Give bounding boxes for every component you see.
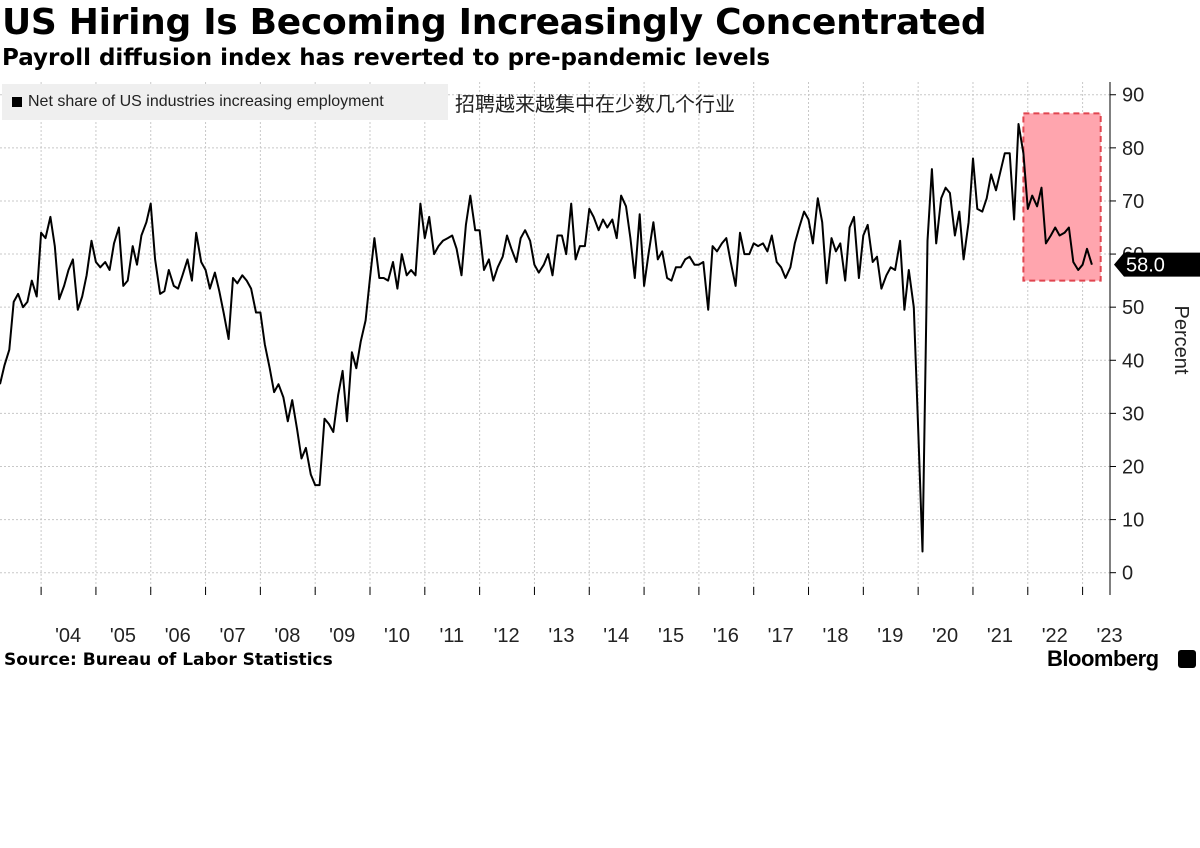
bloomberg-terminal-icon xyxy=(1178,650,1196,668)
y-axis: 0102030405060708090 xyxy=(1109,82,1144,595)
legend: Net share of US industries increasing em… xyxy=(2,84,448,120)
x-tick-label: '09 xyxy=(329,625,355,647)
x-tick-label: '06 xyxy=(165,625,191,647)
x-tick-label: '16 xyxy=(713,625,739,647)
last-value-badge xyxy=(1114,252,1200,277)
x-tick-label: '10 xyxy=(384,625,410,647)
x-tick-label: '14 xyxy=(603,625,629,647)
x-tick-label: '23 xyxy=(1097,625,1123,647)
legend-label: Net share of US industries increasing em… xyxy=(28,93,384,110)
x-tick-label: '08 xyxy=(274,625,300,647)
page-subtitle: Payroll diffusion index has reverted to … xyxy=(2,45,771,71)
x-tick-label: '12 xyxy=(494,625,520,647)
last-value-marker: 58.0 xyxy=(1114,252,1200,277)
y-tick-label: 50 xyxy=(1122,297,1144,319)
x-tick-label: '07 xyxy=(220,625,246,647)
x-tick-label: '13 xyxy=(548,625,574,647)
y-tick-label: 30 xyxy=(1122,403,1144,425)
x-tick-label: '18 xyxy=(822,625,848,647)
annotation-text: 招聘越来越集中在少数几个行业 xyxy=(455,92,735,116)
y-axis-label: Percent xyxy=(1170,306,1192,375)
source-note: Source: Bureau of Labor Statistics xyxy=(4,650,333,670)
series-line xyxy=(0,123,1093,553)
last-value-label: 58.0 xyxy=(1126,255,1165,277)
x-axis: '04 '05 '06 '07 '08 '09 '10 '11 '12 '13 '14 '15 '16 '… xyxy=(40,587,1123,647)
x-tick-label: '19 xyxy=(877,625,903,647)
series-group xyxy=(0,123,1093,553)
x-tick-label: '05 xyxy=(110,625,136,647)
y-tick-label: 90 xyxy=(1122,85,1144,107)
x-tick-label: '15 xyxy=(658,625,684,647)
y-tick-label: 80 xyxy=(1122,138,1144,160)
x-tick-label: '21 xyxy=(987,625,1013,647)
y-tick-label: 20 xyxy=(1122,456,1144,478)
x-tick-label: '11 xyxy=(440,625,465,647)
x-tick-label: '22 xyxy=(1042,625,1068,647)
y-tick-label: 10 xyxy=(1122,510,1144,532)
y-tick-label: 0 xyxy=(1122,563,1133,585)
x-tick-label: '04 xyxy=(55,625,81,647)
brand-logo: Bloomberg xyxy=(1047,646,1159,671)
x-tick-label: '17 xyxy=(768,625,794,647)
x-tick-label: '20 xyxy=(932,625,958,647)
y-tick-label: 40 xyxy=(1122,350,1144,372)
legend-swatch xyxy=(12,97,22,107)
page-title: US Hiring Is Becoming Increasingly Conce… xyxy=(2,2,987,43)
y-tick-label: 70 xyxy=(1122,191,1144,213)
grid-lines xyxy=(0,82,1110,595)
